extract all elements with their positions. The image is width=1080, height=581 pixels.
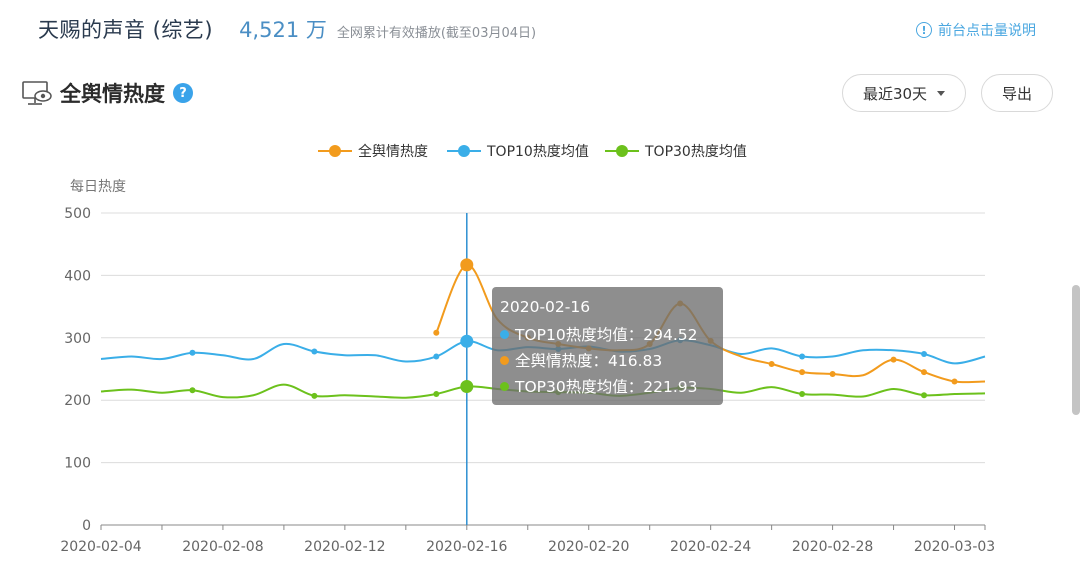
series-point bbox=[768, 361, 775, 368]
series-point bbox=[433, 353, 440, 360]
series-point bbox=[433, 390, 440, 397]
info-icon: ! bbox=[916, 22, 932, 38]
question-icon[interactable]: ? bbox=[173, 83, 193, 103]
click-count-help-label: 前台点击量说明 bbox=[938, 23, 1036, 39]
series-point bbox=[921, 369, 928, 376]
tooltip-dot-top30 bbox=[500, 381, 509, 391]
legend-label-1: TOP10热度均值 bbox=[486, 144, 589, 160]
click-count-help-link[interactable]: ! 前台点击量说明 bbox=[916, 20, 1036, 40]
x-tick-label: 2020-02-28 bbox=[792, 539, 873, 555]
y-tick-label: 200 bbox=[64, 393, 91, 409]
series-point bbox=[921, 392, 928, 399]
series-point bbox=[460, 258, 474, 272]
y-tick-label: 100 bbox=[64, 456, 91, 472]
y-tick-label: 300 bbox=[64, 331, 91, 347]
header-bar: 天赐的声音 (综艺) 4,521 万 全网累计有效播放(截至03月04日) bbox=[38, 14, 536, 50]
section-header: 全舆情热度 ? bbox=[20, 78, 193, 108]
series-point bbox=[951, 378, 958, 385]
series-point bbox=[799, 353, 806, 360]
y-tick-label: 500 bbox=[64, 206, 91, 222]
series-point bbox=[890, 356, 897, 363]
series-point bbox=[433, 329, 440, 336]
chevron-down-icon bbox=[937, 90, 946, 96]
series-point bbox=[311, 392, 318, 399]
legend-marker-1 bbox=[458, 145, 470, 157]
x-tick-label: 2020-02-16 bbox=[426, 539, 507, 555]
legend-marker-2 bbox=[616, 145, 628, 157]
tooltip-dot-overall bbox=[500, 355, 509, 365]
y-axis-label: 每日热度 bbox=[70, 179, 126, 195]
x-tick-label: 2020-02-08 bbox=[182, 539, 263, 555]
series-point bbox=[829, 370, 836, 377]
tooltip-row-top10: TOP10热度均值：294.52 bbox=[500, 321, 715, 347]
tooltip-row-top30: TOP30热度均值：221.93 bbox=[500, 373, 715, 399]
x-tick-label: 2020-02-20 bbox=[548, 539, 629, 555]
play-count-description: 全网累计有效播放(截至03月04日) bbox=[336, 26, 537, 41]
export-button[interactable]: 导出 bbox=[981, 74, 1053, 112]
tooltip-value-overall: 全舆情热度：416.83 bbox=[515, 352, 663, 370]
legend-marker-0 bbox=[329, 145, 341, 157]
series-point bbox=[189, 349, 196, 356]
series-point bbox=[799, 390, 806, 397]
legend-label-2: TOP30热度均值 bbox=[644, 144, 747, 160]
legend-label-0: 全舆情热度 bbox=[358, 143, 428, 160]
tooltip-date: 2020-02-16 bbox=[500, 298, 591, 316]
chart-legend: 全舆情热度 TOP10热度均值 TOP30热度均值 bbox=[318, 143, 747, 160]
x-tick-label: 2020-02-12 bbox=[304, 539, 385, 555]
series-point bbox=[189, 387, 196, 394]
section-title: 全舆情热度 bbox=[60, 82, 165, 106]
show-title: 天赐的声音 (综艺) bbox=[38, 18, 214, 42]
series-point bbox=[311, 348, 318, 355]
date-range-dropdown[interactable]: 最近30天 bbox=[842, 74, 966, 112]
y-tick-label: 0 bbox=[82, 518, 91, 534]
y-tick-label: 400 bbox=[64, 268, 91, 284]
x-tick-label: 2020-03-03 bbox=[914, 539, 995, 555]
date-range-label: 最近30天 bbox=[862, 84, 928, 103]
series-point bbox=[460, 334, 474, 348]
tooltip-value-top30: TOP30热度均值：221.93 bbox=[515, 378, 698, 396]
series-point bbox=[799, 369, 806, 376]
tooltip-value-top10: TOP10热度均值：294.52 bbox=[515, 326, 698, 344]
series-point bbox=[921, 351, 928, 358]
play-count: 4,521 万 bbox=[239, 18, 327, 42]
tooltip-row-overall: 全舆情热度：416.83 bbox=[500, 347, 715, 373]
series-point bbox=[460, 380, 474, 394]
vertical-scrollbar[interactable] bbox=[1072, 285, 1080, 415]
x-tick-label: 2020-02-24 bbox=[670, 539, 751, 555]
monitor-eye-icon bbox=[22, 81, 52, 105]
x-tick-label: 2020-02-04 bbox=[60, 539, 141, 555]
chart-tooltip: 2020-02-16 TOP10热度均值：294.52 全舆情热度：416.83… bbox=[492, 287, 723, 405]
chart-axes: 0 100 200 300 400 500 2020-02-04 2020-02-08 2020… bbox=[60, 206, 995, 555]
tooltip-dot-top10 bbox=[500, 329, 509, 339]
